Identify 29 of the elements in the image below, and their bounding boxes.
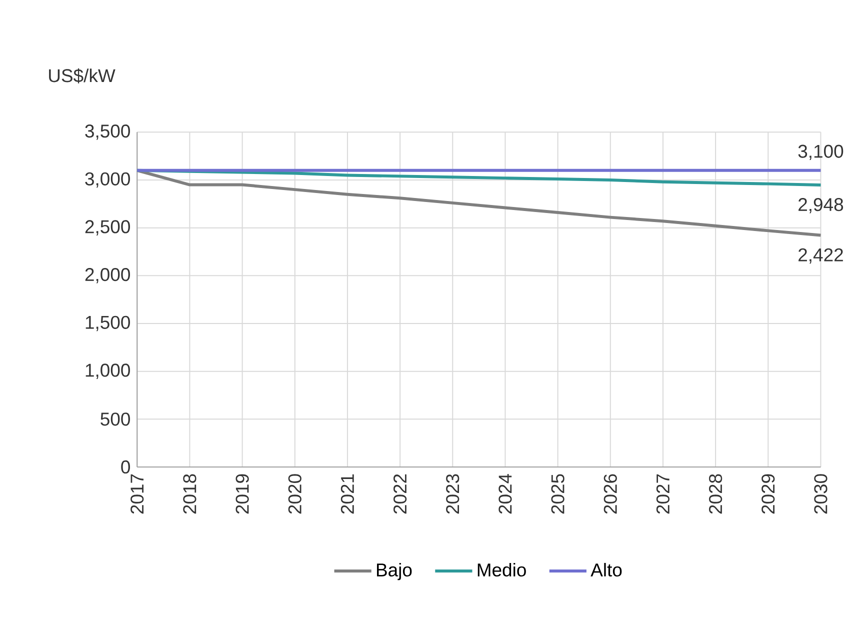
y-tick-label: 3,000	[85, 172, 130, 188]
x-tick-label: 2029	[762, 474, 775, 514]
y-tick-label: 1,500	[86, 316, 130, 332]
x-tick-label: 2021	[340, 474, 354, 514]
x-tick-label: 2018	[183, 474, 196, 514]
y-tick-label: 500	[100, 412, 130, 426]
data-label: 2,948	[798, 198, 844, 214]
x-tick-label: 2022	[393, 474, 407, 514]
x-tick-label: 2028	[709, 474, 722, 514]
data-label: 2,422	[798, 248, 843, 264]
y-tick-label: 3,500	[85, 124, 130, 140]
legend-label: Bajo	[376, 562, 412, 580]
x-tick-label: 2024	[498, 474, 512, 514]
data-label: 3,100	[798, 144, 844, 160]
x-tick-label: 2017	[130, 474, 144, 514]
x-tick-label: 2023	[446, 474, 460, 514]
y-axis-title: US$/kW	[49, 68, 116, 84]
x-tick-label: 2027	[656, 474, 670, 514]
y-tick-label: 1,000	[86, 364, 130, 379]
legend-label: Alto	[590, 562, 622, 577]
x-tick-label: 2020	[288, 474, 302, 514]
x-tick-label: 2030	[814, 474, 828, 514]
legend-label: Medio	[478, 562, 526, 577]
x-tick-label: 2019	[236, 474, 249, 514]
x-tick-label: 2025	[551, 474, 564, 514]
y-tick-label: 0	[121, 460, 130, 474]
y-tick-label: 2,000	[85, 268, 130, 284]
y-tick-label: 2,500	[85, 220, 130, 236]
x-tick-label: 2026	[604, 474, 617, 514]
